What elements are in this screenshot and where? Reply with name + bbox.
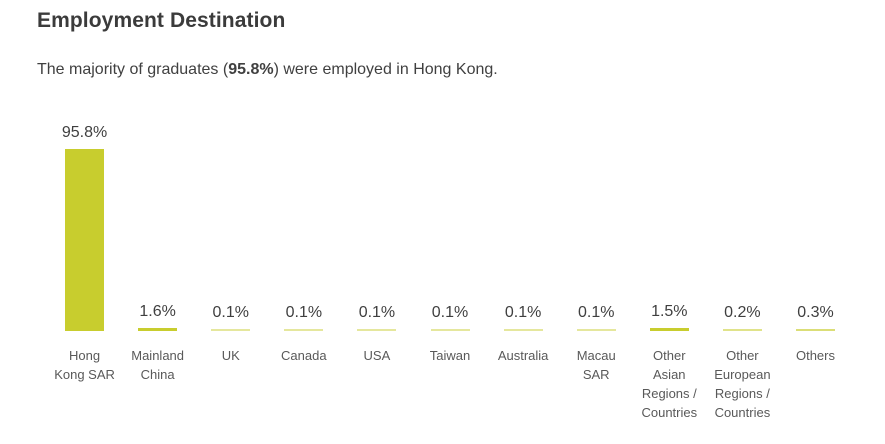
- category-label: Australia: [497, 348, 549, 363]
- subtitle-highlight-value: 95.8%: [228, 61, 274, 78]
- bar-area: 0.1%: [503, 120, 543, 331]
- bar-column: 0.1% Macau SAR: [560, 120, 633, 422]
- bar-area: 1.5%: [649, 120, 689, 331]
- bar: [722, 329, 762, 331]
- bar: [284, 329, 324, 331]
- bar-column: 0.1% UK: [194, 120, 267, 422]
- bar-value-label: 0.1%: [504, 304, 542, 321]
- bar: [138, 328, 178, 331]
- bar: [576, 329, 616, 331]
- bar-area: 0.1%: [284, 120, 324, 331]
- category-label: Macau SAR: [576, 348, 616, 382]
- bar: [503, 329, 543, 331]
- category-label: Hong Kong SAR: [54, 348, 115, 382]
- subtitle-text-prefix: The majority of graduates (: [37, 61, 229, 78]
- bar: [430, 329, 470, 331]
- bar: [357, 329, 397, 331]
- bar-column: 0.1% USA: [340, 120, 413, 422]
- bar-value-label: 0.1%: [285, 304, 323, 321]
- bar: [795, 329, 835, 331]
- bar-area: 0.1%: [576, 120, 616, 331]
- bar-value-label: 0.1%: [577, 304, 615, 321]
- subtitle-text-suffix: ) were employed in Hong Kong.: [273, 61, 498, 78]
- bar-area: 0.3%: [795, 120, 835, 331]
- subtitle: The majority of graduates (95.8%) were e…: [37, 61, 498, 79]
- category-label: Mainland China: [131, 348, 185, 382]
- bar-area: 0.2%: [722, 120, 762, 331]
- employment-destination-bar-chart: 95.8% Hong Kong SAR 1.6% Mainland China …: [48, 120, 852, 422]
- bar-area: 0.1%: [357, 120, 397, 331]
- bar-value-label: 1.5%: [651, 303, 688, 321]
- category-label: Other Asian Regions / Countries: [641, 348, 698, 420]
- bar-value-label: 1.6%: [139, 303, 176, 320]
- bar-value-label: 0.3%: [797, 304, 834, 321]
- category-label: UK: [221, 348, 240, 363]
- bar-column: 0.1% Canada: [267, 120, 340, 422]
- bar-value-label: 95.8%: [61, 124, 108, 141]
- bar-value-label: 0.1%: [358, 304, 396, 321]
- bar-value-label: 0.1%: [212, 304, 249, 321]
- bar-column: 0.1% Australia: [487, 120, 560, 422]
- category-label: Taiwan: [429, 348, 471, 363]
- bar-area: 0.1%: [430, 120, 470, 331]
- bar: [649, 328, 689, 331]
- bar-column: 0.1% Taiwan: [413, 120, 486, 422]
- bar-column: 95.8% Hong Kong SAR: [48, 120, 121, 422]
- category-label: Others: [795, 348, 835, 363]
- category-label: Canada: [281, 348, 327, 363]
- bar-value-label: 0.2%: [724, 304, 761, 321]
- category-label: Other European Regions / Countries: [714, 348, 771, 420]
- bar-area: 1.6%: [138, 120, 178, 331]
- category-label: USA: [363, 348, 391, 363]
- bar-value-label: 0.1%: [431, 304, 469, 321]
- bar: [65, 149, 105, 331]
- bar-column: 1.5% Other Asian Regions / Countries: [633, 120, 706, 422]
- bar-column: 0.3% Others: [779, 120, 852, 422]
- bar: [211, 329, 251, 331]
- bar-area: 95.8%: [62, 120, 107, 331]
- page-title: Employment Destination: [37, 9, 286, 32]
- bar-area: 0.1%: [211, 120, 251, 331]
- bar-column: 0.2% Other European Regions / Countries: [706, 120, 779, 422]
- bar-column: 1.6% Mainland China: [121, 120, 194, 422]
